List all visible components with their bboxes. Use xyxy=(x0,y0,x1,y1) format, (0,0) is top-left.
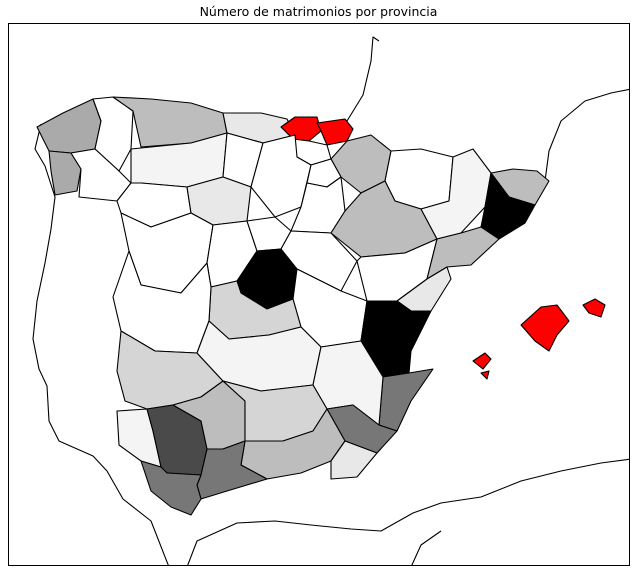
province-almeria xyxy=(330,440,378,480)
france-coast xyxy=(346,36,380,122)
province-illes-balears-ibiza xyxy=(472,352,492,370)
province-cadiz xyxy=(140,460,202,516)
map-svg xyxy=(32,36,629,565)
province-illes-balears-mallorca xyxy=(520,304,570,352)
province-a-coruna xyxy=(36,98,102,154)
chart-title: Número de matrimonios por provincia xyxy=(199,4,438,19)
province-alicante xyxy=(378,368,434,432)
portugal-coast xyxy=(32,123,169,565)
province-illes-balears-menorca xyxy=(582,298,606,318)
map-frame xyxy=(8,23,630,566)
africa-coast xyxy=(187,458,629,565)
africa-coast-2 xyxy=(411,530,442,565)
france-med-coast xyxy=(544,88,629,182)
province-illes-balears-formentera xyxy=(480,370,490,380)
province-huesca xyxy=(384,148,454,210)
